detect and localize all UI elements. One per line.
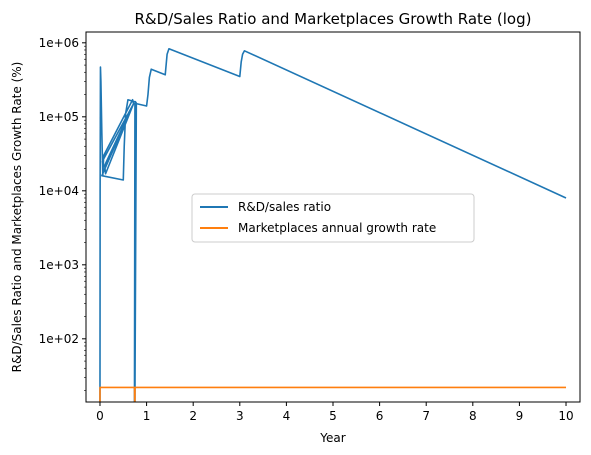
x-tick-label: 3 xyxy=(236,409,244,423)
x-tick-label: 7 xyxy=(422,409,430,423)
x-axis-label: Year xyxy=(319,431,345,445)
x-tick-label: 5 xyxy=(329,409,337,423)
legend: R&D/sales ratio Marketplaces annual grow… xyxy=(191,193,475,243)
series-line-1 xyxy=(99,386,567,402)
x-tick-label: 1 xyxy=(143,409,151,423)
x-axis: 0 1 2 3 4 5 6 7 8 9 10 xyxy=(96,402,574,423)
x-tick-label: 6 xyxy=(376,409,384,423)
y-tick-label: 1e+06 xyxy=(39,36,79,50)
y-axis-label: R&D/Sales Ratio and Marketplaces Growth … xyxy=(10,62,24,373)
y-tick-label: 1e+03 xyxy=(39,258,79,272)
series-layer xyxy=(99,47,567,402)
x-tick-label: 9 xyxy=(516,409,524,423)
y-axis: 1e+02 1e+03 1e+04 1e+05 1e+06 xyxy=(39,36,86,391)
x-tick-label: 0 xyxy=(96,409,104,423)
x-tick-label: 10 xyxy=(558,409,573,423)
x-tick-label: 8 xyxy=(469,409,477,423)
x-tick-label: 4 xyxy=(283,409,291,423)
legend-box xyxy=(191,193,475,243)
y-tick-label: 1e+04 xyxy=(39,184,79,198)
legend-label-marketplaces: Marketplaces annual growth rate xyxy=(238,221,436,235)
legend-label-rd-sales: R&D/sales ratio xyxy=(238,200,331,214)
y-tick-label: 1e+05 xyxy=(39,110,79,124)
x-tick-label: 2 xyxy=(189,409,197,423)
chart-title: R&D/Sales Ratio and Marketplaces Growth … xyxy=(135,10,532,28)
series-line-0 xyxy=(99,47,567,402)
y-tick-label: 1e+02 xyxy=(39,332,79,346)
